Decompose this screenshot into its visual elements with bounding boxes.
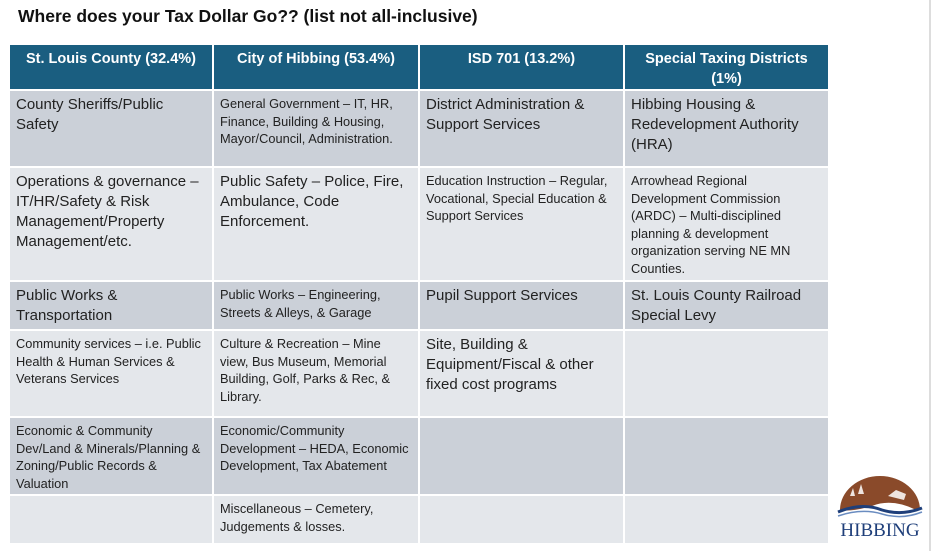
table-cell-city-of-hibbing: Public Safety – Police, Fire, Ambulance,… [214, 168, 420, 282]
table-cell-st-louis-county [10, 496, 214, 545]
table-cell-st-louis-county: County Sheriffs/Public Safety [10, 91, 214, 168]
table-cell-city-of-hibbing: Public Works – Engineering, Streets & Al… [214, 282, 420, 331]
table-cell-st-louis-county: Public Works & Transportation [10, 282, 214, 331]
table-cell-city-of-hibbing: Economic/Community Development – HEDA, E… [214, 418, 420, 496]
tax-dollar-table: St. Louis County (32.4%) City of Hibbing… [10, 45, 830, 545]
table-cell-st-louis-county: Economic & Community Dev/Land & Minerals… [10, 418, 214, 496]
table-cell-st-louis-county: Community services – i.e. Public Health … [10, 331, 214, 418]
header-special-taxing-districts: Special Taxing Districts (1%) [625, 45, 830, 91]
table-cell-special-taxing-districts: St. Louis County Railroad Special Levy [625, 282, 830, 331]
table-cell-special-taxing-districts [625, 331, 830, 418]
table-cell-isd-701: Pupil Support Services [420, 282, 625, 331]
table-cell-isd-701: District Administration & Support Servic… [420, 91, 625, 168]
page-title: Where does your Tax Dollar Go?? (list no… [18, 6, 478, 26]
header-city-of-hibbing: City of Hibbing (53.4%) [214, 45, 420, 91]
table-cell-isd-701: Site, Building & Equipment/Fiscal & othe… [420, 331, 625, 418]
table-cell-special-taxing-districts [625, 418, 830, 496]
header-st-louis-county: St. Louis County (32.4%) [10, 45, 214, 91]
table-cell-isd-701 [420, 418, 625, 496]
table-cell-special-taxing-districts: Arrowhead Regional Development Commissio… [625, 168, 830, 282]
header-isd-701: ISD 701 (13.2%) [420, 45, 625, 91]
svg-text:HIBBING: HIBBING [840, 520, 919, 541]
table-cell-special-taxing-districts: Hibbing Housing & Redevelopment Authorit… [625, 91, 830, 168]
table-cell-isd-701: Education Instruction – Regular, Vocatio… [420, 168, 625, 282]
hibbing-logo: HIBBING [837, 476, 923, 541]
table-cell-city-of-hibbing: General Government – IT, HR, Finance, Bu… [214, 91, 420, 168]
table-cell-city-of-hibbing: Miscellaneous – Cemetery, Judgements & l… [214, 496, 420, 545]
table-cell-special-taxing-districts [625, 496, 830, 545]
table-cell-city-of-hibbing: Culture & Recreation – Mine view, Bus Mu… [214, 331, 420, 418]
table-cell-isd-701 [420, 496, 625, 545]
table-cell-st-louis-county: Operations & governance – IT/HR/Safety &… [10, 168, 214, 282]
divider [929, 0, 931, 551]
